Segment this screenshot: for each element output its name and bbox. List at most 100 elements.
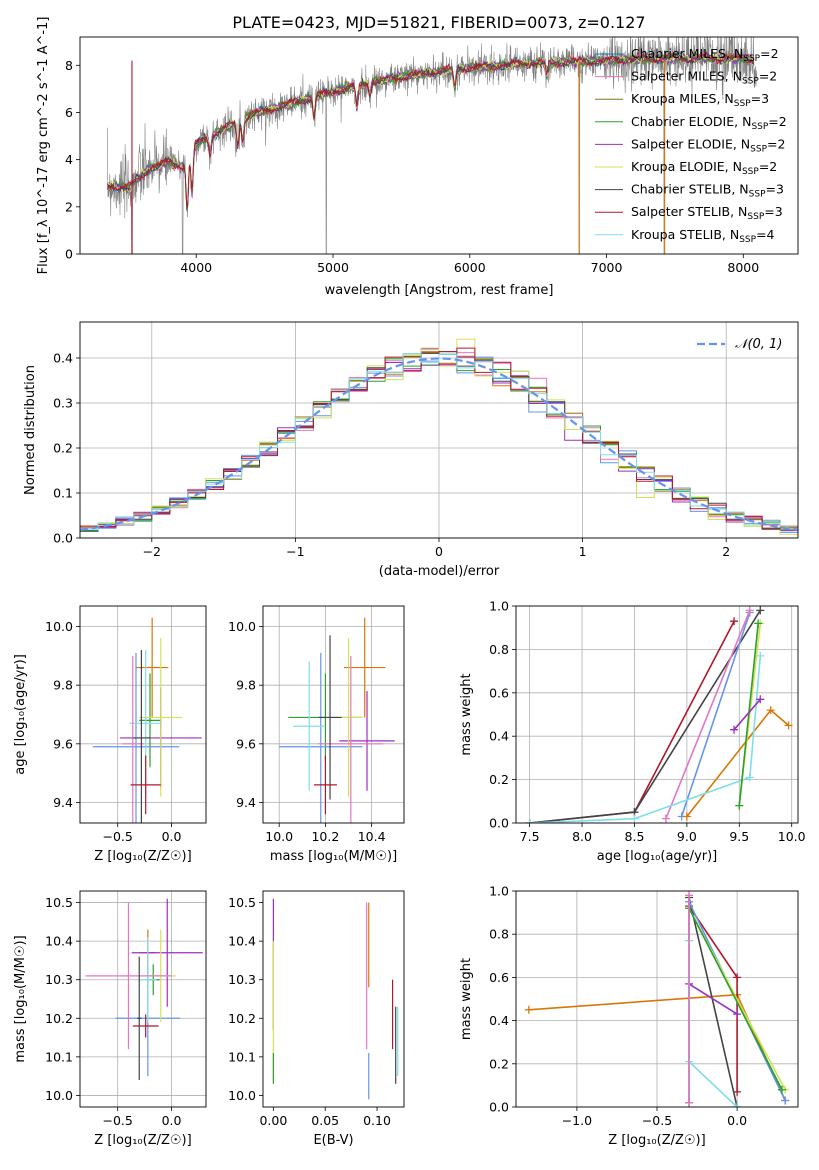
x-tick-label: 1 bbox=[579, 544, 587, 559]
x-tick-label: 5000 bbox=[317, 260, 349, 275]
y-tick-label: 10.2 bbox=[45, 1011, 73, 1026]
weight-marker bbox=[630, 814, 639, 823]
y-axis-label: Flux [f_λ 10^-17 erg cm^-2 s^-1 A^-1] bbox=[36, 17, 51, 275]
weight-series bbox=[525, 617, 739, 823]
weight-series bbox=[685, 979, 742, 1019]
y-tick-label: 10.0 bbox=[45, 619, 73, 634]
weight-marker bbox=[766, 706, 775, 715]
error-point bbox=[130, 755, 161, 815]
weight-line bbox=[680, 612, 751, 817]
y-tick-label: 9.4 bbox=[53, 795, 73, 810]
weight-marker bbox=[525, 819, 534, 823]
y-tick-label: 0.6 bbox=[489, 970, 509, 985]
error-point bbox=[92, 652, 180, 823]
y-tick-label: 0 bbox=[65, 247, 73, 262]
y-tick-label: 0.0 bbox=[489, 816, 509, 831]
error-point bbox=[122, 655, 144, 823]
y-tick-label: 10.5 bbox=[228, 895, 256, 910]
age-vs-mass-panel: 10.0 10.2 10.4 9.4 9.6 9.8 10.0 mass [log₁₀(M/M… bbox=[228, 605, 405, 864]
y-tick-label: 0.2 bbox=[53, 441, 73, 456]
weight-line bbox=[529, 655, 762, 823]
legend-subscript: SSP bbox=[750, 144, 767, 154]
weight-series bbox=[685, 893, 742, 1107]
x-axis-label: mass [log₁₀(M/M☉)] bbox=[270, 849, 397, 864]
y-tick-label: 1.0 bbox=[489, 884, 509, 899]
y-tick-label: 0.0 bbox=[53, 531, 73, 546]
residual-hist-panel: −2 −1 0 1 2 0.0 0.1 0.2 0.3 0.4 (data-model)/error… bbox=[23, 321, 799, 579]
y-tick-label: 10.5 bbox=[45, 895, 73, 910]
error-point bbox=[85, 902, 172, 1050]
x-axis-label: wavelength [Angstrom, rest frame] bbox=[325, 283, 554, 298]
legend-entry: Salpeter ELODIE, NSSP=2 bbox=[631, 136, 785, 154]
error-point bbox=[137, 956, 142, 1080]
y-axis-label: mass [log₁₀(M/M☉)] bbox=[13, 935, 28, 1062]
weight-marker bbox=[745, 773, 754, 782]
y-tick-label: 10.3 bbox=[228, 972, 256, 987]
error-point bbox=[318, 635, 342, 800]
y-tick-label: 10.0 bbox=[228, 1088, 256, 1103]
x-axis-label: (data-model)/error bbox=[379, 564, 500, 579]
y-tick-label: 2 bbox=[65, 199, 73, 214]
x-tick-label: 7.5 bbox=[520, 829, 540, 844]
observed-spectrum bbox=[107, 37, 758, 254]
mass-vs-Z-panel: −0.5 0.0 10.0 10.1 10.2 10.3 10.4 10.5 Z [log₁₀(… bbox=[13, 890, 207, 1148]
weight-line bbox=[688, 907, 783, 1091]
y-tick-label: 0.3 bbox=[53, 396, 73, 411]
y-tick-label: 10.1 bbox=[45, 1049, 73, 1064]
x-tick-label: 0.05 bbox=[311, 1113, 339, 1128]
x-tick-label: 0.00 bbox=[259, 1113, 287, 1128]
x-axis-label: age [log₁₀(age/yr)] bbox=[597, 849, 718, 864]
weight-marker bbox=[777, 1085, 786, 1094]
axes-frame bbox=[262, 890, 405, 1108]
y-tick-label: 9.8 bbox=[53, 678, 73, 693]
error-point bbox=[318, 655, 384, 823]
weight-marker bbox=[781, 1096, 790, 1105]
x-tick-label: −1.0 bbox=[562, 1113, 592, 1128]
legend-suffix: =3 bbox=[751, 91, 769, 106]
x-tick-label: 0 bbox=[435, 544, 443, 559]
legend-entry: Salpeter MILES, NSSP=2 bbox=[631, 69, 777, 87]
legend-suffix: =2 bbox=[768, 114, 786, 129]
x-tick-label: 0.0 bbox=[162, 1113, 182, 1128]
x-tick-label: 9.0 bbox=[677, 829, 697, 844]
weight-series bbox=[730, 695, 765, 734]
legend-entry: Chabrier STELIB, NSSP=3 bbox=[631, 182, 784, 200]
y-tick-label: 0.0 bbox=[489, 1100, 509, 1115]
weight-marker bbox=[745, 606, 754, 615]
y-tick-label: 0.8 bbox=[489, 642, 509, 657]
weight-line bbox=[733, 698, 761, 731]
weight-series bbox=[682, 706, 793, 821]
weight-marker bbox=[661, 814, 670, 823]
x-tick-label: 10.2 bbox=[311, 829, 339, 844]
axes-frame bbox=[79, 321, 799, 539]
weight-series bbox=[525, 651, 765, 823]
x-tick-label: −0.5 bbox=[103, 1113, 133, 1128]
x-tick-label: 2 bbox=[722, 544, 730, 559]
weight-series bbox=[661, 606, 754, 823]
x-tick-label: 10.0 bbox=[778, 829, 806, 844]
y-tick-label: 0.6 bbox=[489, 685, 509, 700]
error-point bbox=[132, 1014, 159, 1038]
legend-suffix: =2 bbox=[759, 69, 777, 84]
y-tick-label: 4 bbox=[65, 152, 73, 167]
axes-frame bbox=[262, 605, 405, 824]
legend-entry: 𝒩(0, 1) bbox=[735, 337, 782, 352]
x-axis-label: Z [log₁₀(Z/Z☉)] bbox=[608, 1133, 705, 1148]
weight-marker bbox=[756, 695, 765, 704]
x-tick-label: 4000 bbox=[180, 260, 212, 275]
weight-line bbox=[688, 983, 738, 1015]
x-tick-label: 0.0 bbox=[727, 1113, 747, 1128]
y-axis-label: Normed distribution bbox=[23, 365, 38, 495]
y-tick-label: 10.2 bbox=[228, 1011, 256, 1026]
weight-marker bbox=[784, 721, 793, 730]
y-axis-label: age [log₁₀(age/yr)] bbox=[13, 654, 28, 775]
y-tick-label: 9.6 bbox=[53, 736, 73, 751]
x-tick-label: 8.0 bbox=[572, 829, 592, 844]
legend-entry: Salpeter STELIB, NSSP=3 bbox=[631, 204, 783, 222]
legend-suffix: =2 bbox=[759, 159, 777, 174]
axes-frame bbox=[79, 890, 207, 1108]
weight-marker bbox=[685, 1098, 694, 1107]
legend-subscript: SSP bbox=[742, 77, 759, 87]
y-tick-label: 0.2 bbox=[489, 772, 509, 787]
error-point bbox=[279, 652, 363, 823]
